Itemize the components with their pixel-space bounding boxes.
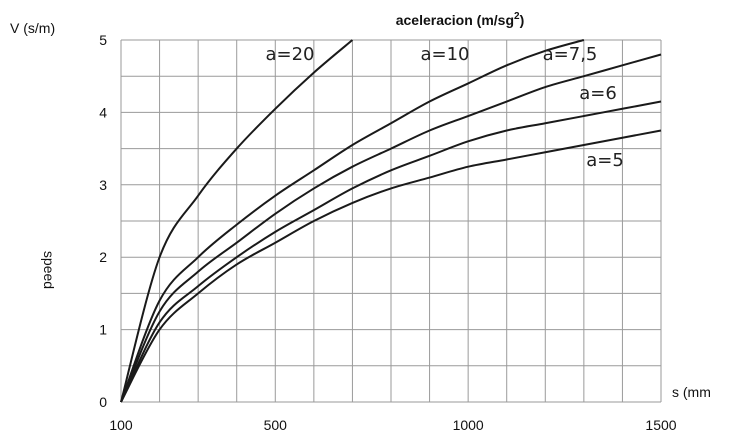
- y-tick-label: 4: [99, 104, 107, 120]
- x-tick-label: 1000: [453, 417, 484, 433]
- series-line-a=7,5: [120, 53, 662, 403]
- x-tick-label: 1500: [645, 417, 676, 433]
- series-line-a=5: [120, 129, 662, 403]
- y-tick-label: 3: [99, 177, 107, 193]
- chart-title-superscript: 2: [514, 11, 520, 22]
- chart-title-main: aceleracion (m/sg: [396, 12, 514, 28]
- x-tick-label: 500: [264, 417, 288, 433]
- series-label-a=5: a=5: [586, 150, 624, 171]
- chart-title-close: ): [520, 12, 525, 28]
- x-tick-label: 100: [109, 417, 133, 433]
- series-line-a=6: [120, 100, 662, 403]
- y-tick-label: 5: [99, 32, 107, 48]
- chart-title: aceleracion (m/sg2): [396, 11, 525, 28]
- series-label-a=20: a=20: [265, 44, 314, 65]
- series-label-a=7,5: a=7,5: [543, 44, 598, 65]
- series-line-a=20: [120, 39, 354, 403]
- y-axis-label: V (s/m): [10, 20, 55, 36]
- series-label-a=6: a=6: [579, 83, 617, 104]
- series-label-a=10: a=10: [420, 44, 469, 65]
- series-line-a=10: [120, 39, 585, 403]
- x-axis-label: s (mm: [672, 384, 711, 400]
- series-curves: [120, 39, 662, 403]
- y-tick-label: 1: [99, 322, 107, 338]
- y-tick-label: 0: [99, 394, 107, 410]
- tick-labels: 0 1 2 3 4 5 100 500 1000 1500: [99, 32, 677, 433]
- y-axis-side-label: speed: [41, 251, 57, 289]
- y-tick-label: 2: [99, 249, 107, 265]
- series-labels: a=20 a=10 a=7,5 a=6 a=5: [265, 44, 623, 171]
